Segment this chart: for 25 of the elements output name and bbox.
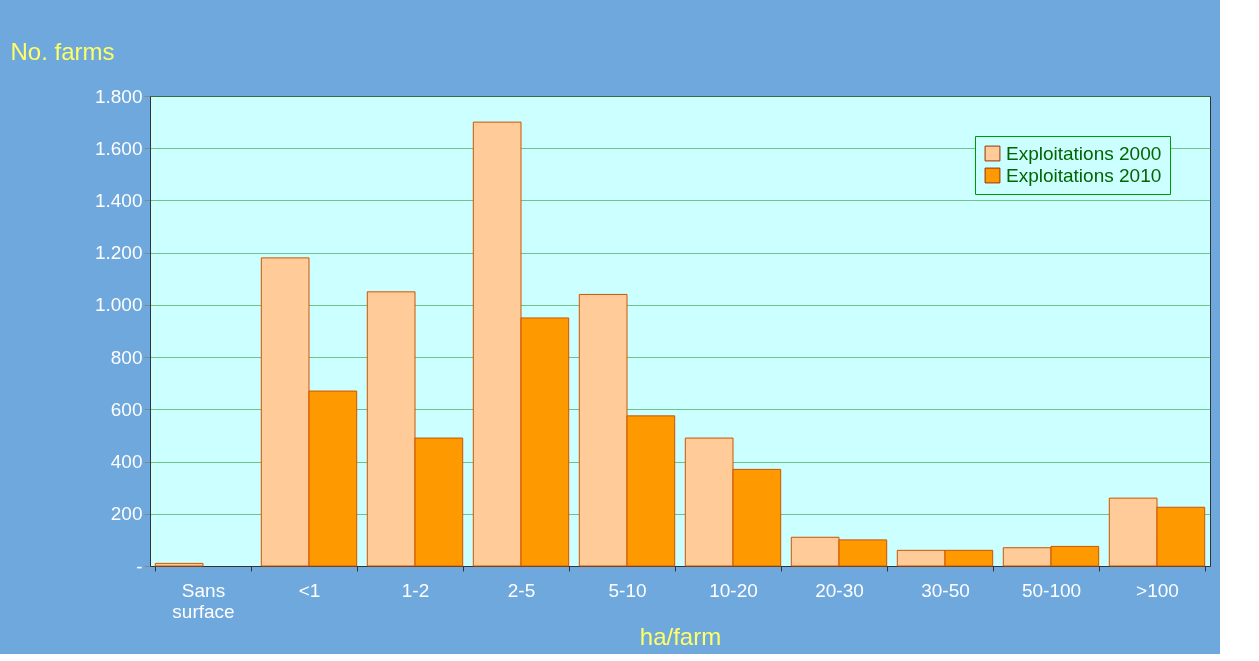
x-tick-label: >100 bbox=[1136, 579, 1179, 601]
x-tick-label: 50-100 bbox=[1021, 579, 1082, 601]
x-tick-label: 5-10 bbox=[608, 579, 647, 601]
y-tick-label: 800 bbox=[110, 346, 143, 368]
legend-label: Exploitations 2000 bbox=[1006, 142, 1162, 164]
y-tick-label: 600 bbox=[110, 398, 143, 420]
y-tick-label: - bbox=[136, 555, 143, 577]
x-tick-label: 10-20 bbox=[709, 579, 758, 601]
y-tick-label: 200 bbox=[110, 503, 143, 525]
y-tick-label: 1.600 bbox=[94, 137, 143, 159]
x-tick-label: 20-30 bbox=[815, 579, 864, 601]
x-tick-label: <1 bbox=[298, 579, 321, 601]
x-axis-title: ha/farm bbox=[639, 622, 722, 650]
y-tick-label: 400 bbox=[110, 451, 143, 473]
x-tick-label: 1-2 bbox=[401, 579, 430, 601]
y-tick-label: 1.200 bbox=[94, 242, 143, 264]
y-tick-label: 1.800 bbox=[94, 85, 143, 107]
y-tick-label: 1.400 bbox=[94, 189, 143, 211]
x-tick-label: 30-50 bbox=[921, 579, 970, 601]
y-axis-title: No. farms bbox=[10, 37, 115, 65]
x-tick-label: Sans surface bbox=[172, 579, 235, 622]
bar bbox=[154, 562, 204, 567]
legend-label: Exploitations 2010 bbox=[1006, 164, 1162, 186]
y-tick-label: 1.000 bbox=[94, 294, 143, 316]
x-tick-label: 2-5 bbox=[507, 579, 536, 601]
